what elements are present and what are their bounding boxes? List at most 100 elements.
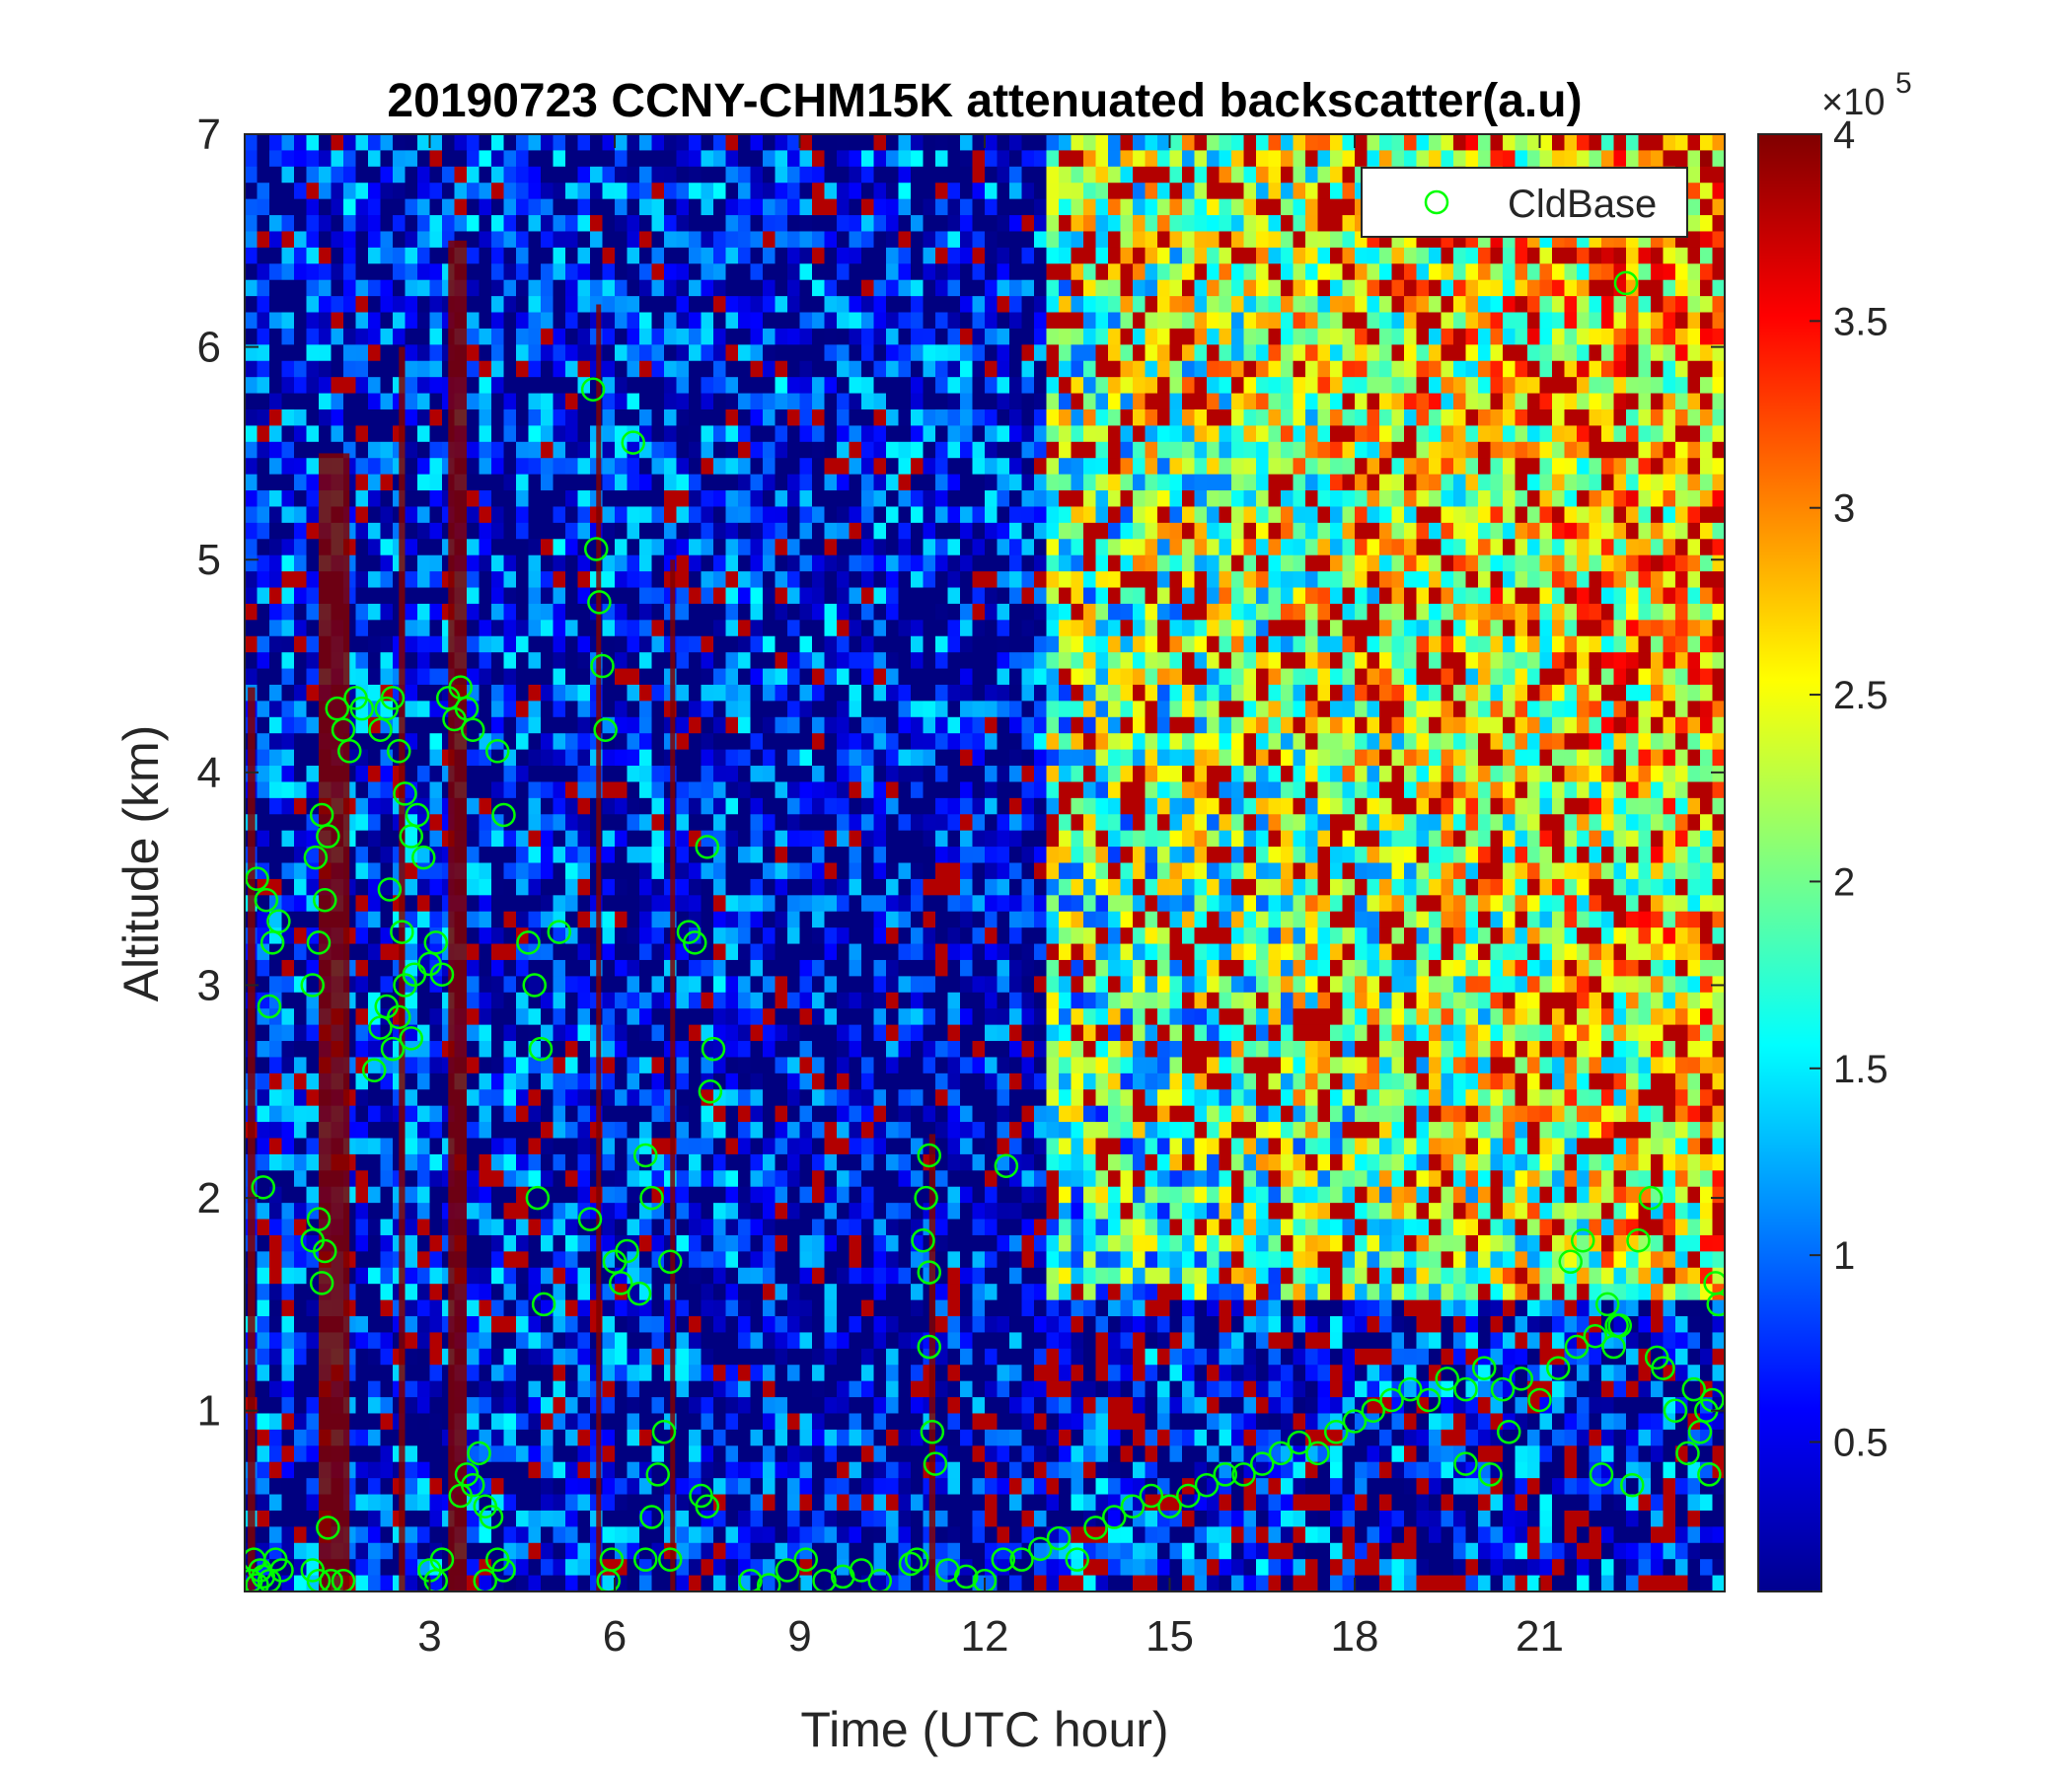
heatmap-cell	[331, 408, 344, 426]
heatmap-cell	[491, 1024, 505, 1042]
heatmap-cell	[528, 733, 542, 751]
heatmap-cell	[651, 847, 665, 864]
heatmap-cell	[281, 1348, 295, 1366]
heatmap-cell	[812, 1153, 826, 1171]
heatmap-cell	[787, 652, 801, 670]
heatmap-cell	[467, 652, 481, 670]
heatmap-cell	[467, 603, 481, 621]
heatmap-cell	[639, 830, 653, 848]
heatmap-cell	[701, 733, 714, 751]
heatmap-cell	[615, 635, 629, 653]
heatmap-cell	[898, 1348, 912, 1366]
heatmap-cell	[602, 490, 616, 508]
heatmap-cell	[639, 1542, 653, 1560]
heatmap-cell	[281, 1316, 295, 1334]
heatmap-cell	[491, 1105, 505, 1123]
heatmap-cell	[725, 943, 739, 961]
heatmap-cell	[541, 1219, 555, 1236]
heatmap-cell	[269, 150, 283, 168]
heatmap-cell	[849, 408, 862, 426]
heatmap-cell	[750, 506, 764, 524]
heatmap-cell	[541, 1332, 555, 1350]
heatmap-cell	[615, 959, 629, 977]
heatmap-cell	[824, 1299, 838, 1317]
heatmap-cell	[281, 959, 295, 977]
heatmap-cell	[713, 862, 727, 880]
heatmap-cell	[787, 620, 801, 637]
heatmap-cell	[763, 279, 777, 297]
heatmap-cell	[380, 1105, 394, 1123]
heatmap-cell	[380, 1365, 394, 1382]
heatmap-cell	[849, 1445, 862, 1463]
heatmap-cell	[713, 1380, 727, 1398]
heatmap-cell	[627, 344, 640, 362]
heatmap-cell	[380, 668, 394, 686]
heatmap-cell	[837, 296, 851, 314]
heatmap-cell	[738, 506, 752, 524]
heatmap-cell	[577, 1494, 591, 1512]
heatmap-cell	[911, 620, 925, 637]
heatmap-cell	[861, 1170, 875, 1188]
heatmap-cell	[491, 344, 505, 362]
heatmap-cell	[713, 1413, 727, 1431]
heatmap-cell	[812, 943, 826, 961]
heatmap-cell	[577, 976, 591, 994]
heatmap-cell	[417, 878, 431, 896]
heatmap-cell	[787, 377, 801, 395]
heatmap-cell	[824, 1413, 838, 1431]
heatmap-cell	[639, 878, 653, 896]
heatmap-cell	[294, 1542, 308, 1560]
heatmap-cell	[429, 522, 443, 540]
heatmap-cell	[467, 1219, 481, 1236]
heatmap-cell	[787, 408, 801, 426]
heatmap-cell	[331, 360, 344, 378]
heatmap-cell	[824, 766, 838, 783]
heatmap-cell	[429, 1429, 443, 1446]
heatmap-cell	[701, 620, 714, 637]
heatmap-cell	[861, 571, 875, 589]
heatmap-cell	[393, 183, 407, 200]
heatmap-cell	[911, 587, 925, 605]
heatmap-cell	[429, 555, 443, 572]
heatmap-cell	[763, 1284, 777, 1301]
heatmap-cell	[380, 620, 394, 637]
heatmap-cell	[405, 1365, 418, 1382]
heatmap-cell	[763, 393, 777, 410]
heatmap-cell	[738, 247, 752, 264]
heatmap-cell	[306, 263, 320, 281]
heatmap-cell	[750, 183, 764, 200]
heatmap-cell	[602, 328, 616, 345]
heatmap-cell	[651, 571, 665, 589]
heatmap-cell	[824, 1008, 838, 1026]
heatmap-cell	[503, 1041, 517, 1059]
heatmap-cell	[503, 1332, 517, 1350]
heatmap-cell	[627, 701, 640, 718]
heatmap-cell	[479, 377, 492, 395]
heatmap-cell	[528, 522, 542, 540]
heatmap-cell	[812, 247, 826, 264]
heatmap-cell	[565, 425, 579, 443]
heatmap-cell	[281, 992, 295, 1009]
heatmap-cell	[368, 506, 382, 524]
heatmap-cell	[528, 1251, 542, 1269]
heatmap-cell	[257, 408, 270, 426]
heatmap-cell	[689, 603, 703, 621]
heatmap-cell	[886, 1234, 900, 1252]
heatmap-cell	[763, 506, 777, 524]
heatmap-cell	[689, 377, 703, 395]
heatmap-cell	[886, 183, 900, 200]
heatmap-cell	[553, 215, 566, 233]
heatmap-cell	[861, 198, 875, 216]
heatmap-cell	[824, 635, 838, 653]
heatmap-cell	[676, 976, 690, 994]
heatmap-cell	[824, 1397, 838, 1415]
heatmap-cell	[651, 1024, 665, 1042]
heatmap-cell	[479, 1219, 492, 1236]
heatmap-cell	[651, 1348, 665, 1366]
heatmap-cell	[787, 1234, 801, 1252]
heatmap-cell	[898, 506, 912, 524]
heatmap-cell	[799, 733, 813, 751]
heatmap-cell	[331, 134, 344, 152]
heatmap-cell	[837, 134, 851, 152]
heatmap-cell	[898, 344, 912, 362]
